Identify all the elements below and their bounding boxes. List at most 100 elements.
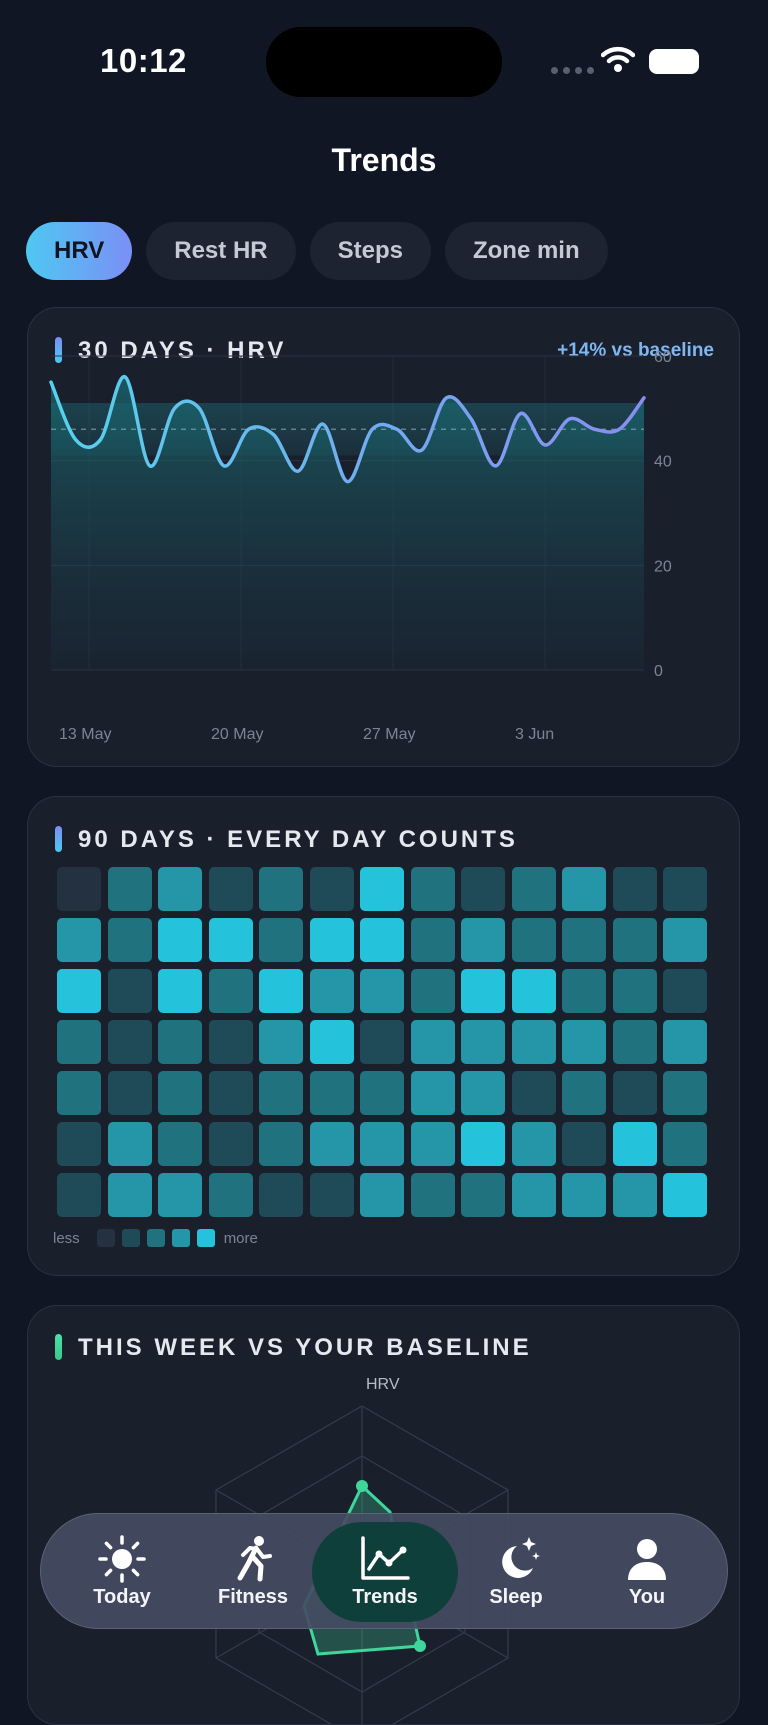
heatmap-cell — [208, 969, 253, 1013]
heatmap-cell — [158, 918, 202, 962]
heatmap-cell — [511, 1173, 556, 1217]
heatmap-cell — [461, 1071, 505, 1115]
heatmap-cell — [562, 1020, 606, 1064]
heatmap-cell — [612, 1071, 657, 1115]
heatmap-cell — [107, 918, 152, 962]
heatmap-cell — [208, 1020, 253, 1064]
heatmap-cell — [562, 1071, 606, 1115]
heatmap-cell — [360, 867, 404, 911]
trend-chart-icon — [359, 1534, 411, 1584]
heatmap-cell — [309, 1020, 354, 1064]
x-tick-label: 27 May — [363, 726, 415, 743]
legend-more-label: more — [223, 1229, 258, 1247]
x-tick-label: 3 Jun — [515, 726, 554, 743]
heatmap-cell — [208, 918, 253, 962]
heatmap-cell — [461, 1020, 505, 1064]
baseline-card-title: THIS WEEK VS YOUR BASELINE — [78, 1334, 532, 1361]
heatmap-cell — [410, 918, 455, 962]
status-time: 10:12 — [100, 42, 187, 79]
heatmap-cell — [461, 1122, 505, 1166]
heatmap-cell — [410, 969, 455, 1013]
heatmap-cell — [511, 969, 556, 1013]
heatmap-cell — [461, 969, 505, 1013]
y-tick-label: 60 — [654, 349, 672, 366]
heatmap-cell — [107, 867, 152, 911]
heatmap-cell — [562, 1173, 606, 1217]
page-title: Trends — [331, 142, 437, 178]
tab-today[interactable]: Today — [62, 1514, 182, 1630]
heatmap-cell — [107, 1122, 152, 1166]
heatmap-cell — [309, 969, 354, 1013]
heatmap-cell — [511, 1071, 556, 1115]
heatmap-cell — [107, 1020, 152, 1064]
bottom-tab-bar: Today Fitness Trends — [40, 1513, 728, 1629]
heatmap-cell — [57, 867, 101, 911]
heatmap-cell — [259, 969, 303, 1013]
heatmap-cell — [208, 1122, 253, 1166]
radar-axis-label-hrv: HRV — [366, 1376, 400, 1393]
heatmap-cell — [461, 1173, 505, 1217]
heatmap-cell — [410, 1173, 455, 1217]
heatmap-cell — [663, 1020, 707, 1064]
heatmap-cell — [663, 1173, 707, 1217]
heatmap-cell — [309, 1071, 354, 1115]
heatmap-card: 90 DAYS · EVERY DAY COUNTS less more — [27, 796, 740, 1276]
heatmap-cell — [511, 1020, 556, 1064]
chip-zone-min[interactable]: Zone min — [444, 222, 608, 280]
x-tick-label: 13 May — [59, 726, 111, 743]
heatmap-cell — [511, 867, 556, 911]
wifi-icon — [601, 46, 635, 72]
tab-sleep[interactable]: Sleep — [456, 1514, 576, 1630]
x-tick-label: 20 May — [211, 726, 263, 743]
cellular-signal-icon — [551, 67, 594, 74]
tab-fitness[interactable]: Fitness — [193, 1514, 313, 1630]
heatmap-cell — [410, 867, 455, 911]
heatmap-cell — [461, 918, 505, 962]
heatmap-cell — [410, 1071, 455, 1115]
heatmap-cell — [57, 1071, 101, 1115]
heatmap-cell — [107, 969, 152, 1013]
moon-stars-icon — [491, 1534, 541, 1584]
heatmap-cell — [562, 918, 606, 962]
heatmap-cell — [309, 1122, 354, 1166]
hrv-area — [51, 376, 644, 670]
heatmap-cell — [612, 867, 657, 911]
heatmap-cell — [511, 1122, 556, 1166]
heatmap-cell — [158, 1122, 202, 1166]
y-tick-label: 40 — [654, 454, 672, 471]
heatmap-cell — [107, 1173, 152, 1217]
dynamic-island — [266, 27, 502, 97]
heatmap-cell — [612, 1122, 657, 1166]
tab-trends[interactable]: Trends — [312, 1514, 458, 1630]
heatmap-cell — [562, 1122, 606, 1166]
heatmap-cell — [461, 867, 505, 911]
chip-rest-hr[interactable]: Rest HR — [146, 222, 296, 280]
heatmap-cell — [57, 1122, 101, 1166]
legend-swatch — [96, 1229, 115, 1247]
heatmap-cell — [158, 1020, 202, 1064]
card-accent-bar — [55, 337, 62, 363]
legend-less-label: less — [53, 1229, 80, 1247]
heatmap-cell — [208, 867, 253, 911]
hrv-series-line — [49, 375, 646, 484]
heatmap-cell — [511, 918, 556, 962]
heatmap-cell — [360, 969, 404, 1013]
heatmap-cell — [562, 867, 606, 911]
heatmap-cell — [612, 1173, 657, 1217]
heatmap-cell — [259, 1173, 303, 1217]
heatmap-cell — [158, 867, 202, 911]
chip-hrv[interactable]: HRV — [26, 222, 133, 280]
battery-icon — [649, 49, 699, 74]
tab-today-label: Today — [93, 1586, 151, 1608]
heatmap-cell — [259, 918, 303, 962]
tab-you[interactable]: You — [587, 1514, 707, 1630]
chip-steps[interactable]: Steps — [309, 222, 431, 280]
heatmap-cell — [309, 1173, 354, 1217]
heatmap-card-title: 90 DAYS · EVERY DAY COUNTS — [78, 826, 518, 853]
tab-you-label: You — [628, 1586, 666, 1608]
heatmap-cell — [612, 969, 657, 1013]
legend-swatch — [121, 1229, 140, 1247]
legend-swatch — [196, 1229, 215, 1247]
heatmap-legend: less more — [53, 1229, 258, 1247]
heatmap-cell — [158, 969, 202, 1013]
